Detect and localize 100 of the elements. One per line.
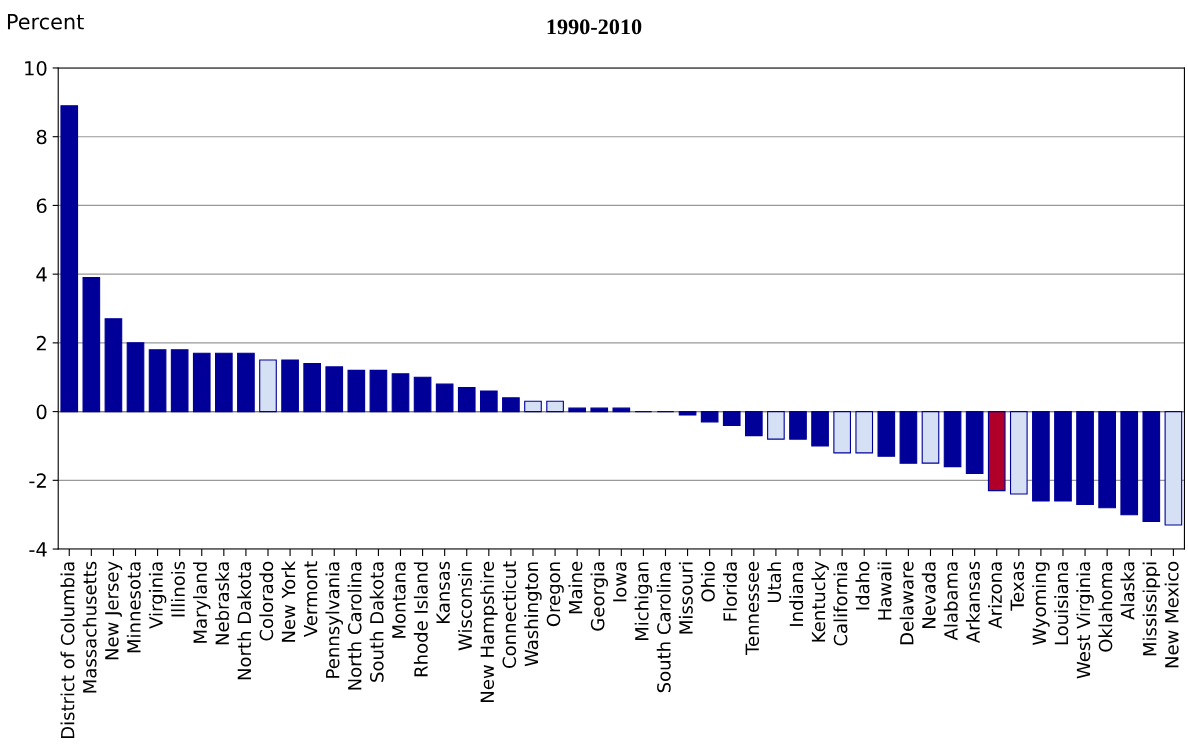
bar xyxy=(60,105,79,413)
bar xyxy=(1164,411,1183,526)
x-tick-label: Massachusetts xyxy=(82,561,97,693)
y-tick-label: -2 xyxy=(29,473,46,488)
x-tick-label: California xyxy=(833,562,848,646)
bar xyxy=(303,362,322,413)
bar xyxy=(457,386,476,413)
bar xyxy=(1076,411,1094,505)
y-tick-label: 6 xyxy=(36,198,47,214)
x-tick-label: Nevada xyxy=(921,562,936,628)
bar xyxy=(1120,411,1139,516)
x-tick-label: Maine xyxy=(568,561,583,614)
x-tick-label: Georgia xyxy=(590,562,608,631)
x-tick-label: New Jersey xyxy=(105,561,123,660)
bar xyxy=(502,397,520,413)
bar xyxy=(237,352,255,413)
bar xyxy=(546,400,564,413)
x-tick-label: Missouri xyxy=(678,562,693,634)
x-tick-label: Connecticut xyxy=(502,561,517,668)
bar xyxy=(281,359,299,413)
bar xyxy=(391,373,410,413)
x-tick-label: Maryland xyxy=(193,562,211,643)
bar xyxy=(104,318,123,413)
chart-title: 1990-2010 xyxy=(547,19,642,35)
bar xyxy=(347,369,366,413)
bar xyxy=(435,383,454,413)
x-tick-label: Illinois xyxy=(170,561,185,617)
bar xyxy=(965,411,984,475)
x-tick-label: Alabama xyxy=(943,562,958,641)
x-tick-label: Ohio xyxy=(700,561,715,602)
x-tick-label: Wisconsin xyxy=(458,562,472,651)
x-tick-label: Tennessee xyxy=(745,561,760,655)
bar xyxy=(192,352,211,413)
x-tick-label: Colorado xyxy=(259,561,274,641)
bar xyxy=(700,411,719,423)
x-tick-label: Rhode Island xyxy=(413,562,428,677)
x-tick-label: North Carolina xyxy=(347,562,362,690)
y-tick-label: -4 xyxy=(29,542,47,557)
x-tick-label: Utah xyxy=(767,562,782,603)
x-tick-label: Oklahoma xyxy=(1098,562,1113,652)
x-tick-label: Washington xyxy=(524,562,542,667)
x-tick-label: Iowa xyxy=(613,562,627,602)
bar xyxy=(722,411,741,426)
bar xyxy=(1054,411,1072,502)
x-tick-label: New Mexico xyxy=(1164,561,1179,668)
x-tick-label: Kentucky xyxy=(811,561,829,642)
bar xyxy=(479,390,498,413)
bar xyxy=(789,411,807,440)
y-tick-label: 10 xyxy=(25,60,47,76)
x-tick-label: New Hampshire xyxy=(480,561,498,702)
bar xyxy=(369,369,388,413)
x-tick-label: Vermont xyxy=(303,561,318,638)
bar xyxy=(1142,411,1161,523)
x-tick-label: Texas xyxy=(1010,561,1025,611)
bar xyxy=(568,407,586,413)
x-tick-label: South Dakota xyxy=(369,562,384,682)
x-tick-label: Minnesota xyxy=(126,562,141,653)
x-tick-label: Kansas xyxy=(436,561,450,623)
y-axis-title: Percent xyxy=(7,14,84,30)
bar xyxy=(1098,411,1116,509)
bar xyxy=(413,376,432,413)
x-tick-label: Delaware xyxy=(899,561,914,645)
bar xyxy=(855,411,874,454)
bar xyxy=(524,400,542,413)
bar xyxy=(767,411,785,440)
x-tick-label: South Carolina xyxy=(656,562,671,693)
bar xyxy=(259,359,277,413)
bar xyxy=(744,411,763,437)
bar xyxy=(1009,411,1028,495)
bar xyxy=(126,342,145,413)
bar xyxy=(877,411,896,457)
x-tick-label: Mississippi xyxy=(1142,562,1161,656)
bar xyxy=(82,277,101,413)
x-tick-label: West Virginia xyxy=(1076,562,1094,679)
bar xyxy=(612,407,631,413)
y-tick-label: 2 xyxy=(36,335,46,351)
x-tick-label: Arizona xyxy=(987,562,1002,629)
bar xyxy=(148,349,167,413)
bar xyxy=(325,366,344,413)
y-tick-label: 0 xyxy=(36,404,47,420)
bar xyxy=(987,411,1006,492)
x-tick-label: Montana xyxy=(392,562,406,638)
x-tick-label: Louisiana xyxy=(1054,562,1069,645)
bar xyxy=(214,352,233,413)
bar xyxy=(943,411,962,468)
bar xyxy=(811,411,829,447)
x-tick-label: Nebraska xyxy=(215,562,230,645)
x-tick-label: Michigan xyxy=(634,562,653,641)
x-tick-label: North Dakota xyxy=(237,562,252,680)
x-tick-label: Florida xyxy=(723,562,737,621)
x-tick-label: Hawaii xyxy=(877,562,892,620)
x-tick-label: Oregon xyxy=(546,562,564,627)
bar xyxy=(921,411,940,464)
x-tick-label: Pennsylvania xyxy=(325,562,343,678)
x-tick-label: Alaska xyxy=(1120,562,1135,620)
x-tick-label: Wyoming xyxy=(1032,562,1050,646)
x-tick-label: New York xyxy=(281,560,296,642)
bar xyxy=(899,411,918,464)
bar xyxy=(678,411,697,416)
y-tick-label: 8 xyxy=(36,129,47,145)
